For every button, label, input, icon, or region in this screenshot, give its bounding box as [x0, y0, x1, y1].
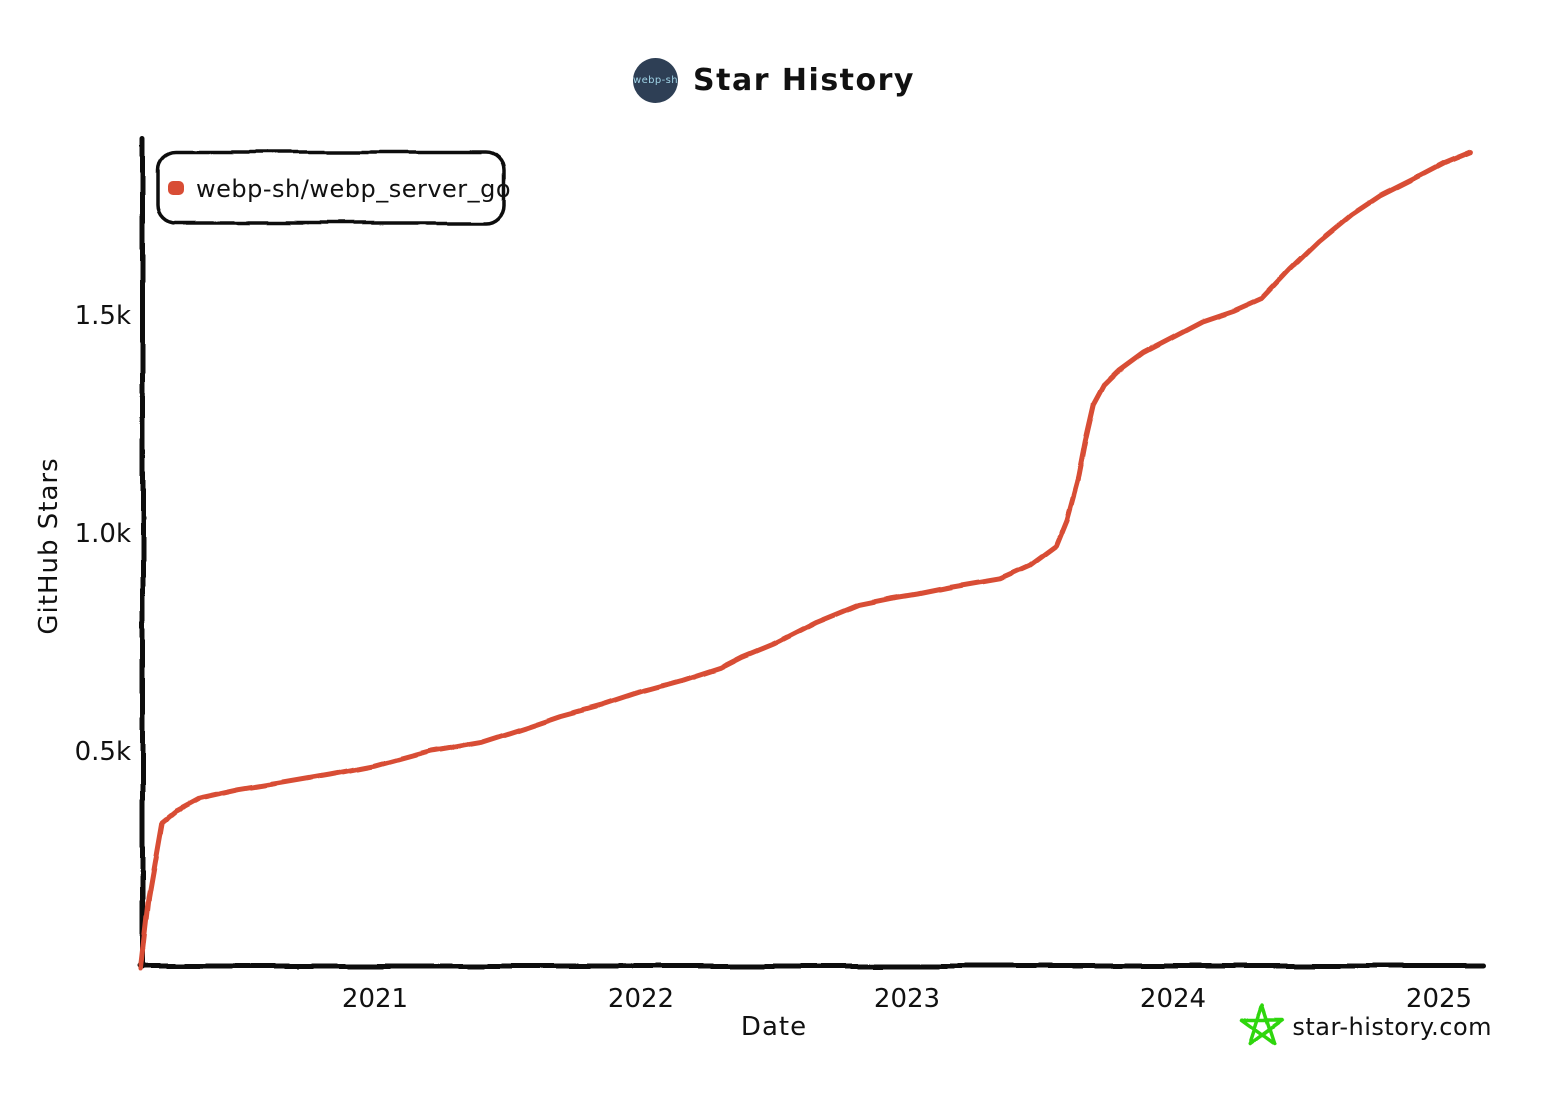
y-axis-ticks: 0.5k 1.0k 1.5k [75, 301, 131, 767]
legend-label: webp-sh/webp_server_go [196, 175, 511, 203]
webp-sh-avatar: webp-sh [633, 58, 678, 103]
x-axis-title: Date [741, 1012, 807, 1042]
x-tick-2021: 2021 [342, 984, 408, 1014]
legend-marker [168, 181, 184, 195]
watermark-label: star-history.com [1292, 1013, 1492, 1041]
x-tick-2022: 2022 [608, 984, 674, 1014]
legend-border [156, 150, 506, 225]
chart-header: webp-sh Star History [0, 58, 1548, 103]
webp-sh-avatar-text: webp-sh [633, 75, 678, 86]
x-tick-2023: 2023 [874, 984, 940, 1014]
y-tick-1.5k: 1.5k [75, 301, 131, 331]
x-tick-2024: 2024 [1140, 984, 1206, 1014]
x-axis-ticks: 2021 2022 2023 2024 2025 [342, 984, 1472, 1014]
page-title: Star History [693, 63, 915, 98]
star-icon [1240, 1003, 1284, 1045]
y-axis-title: GitHub Stars [34, 457, 64, 634]
legend: webp-sh/webp_server_go [156, 150, 511, 225]
watermark-link[interactable]: star-history.com [1240, 1003, 1492, 1045]
y-tick-0.5k: 0.5k [75, 737, 131, 767]
y-tick-1.0k: 1.0k [75, 519, 131, 549]
x-tick-2025: 2025 [1406, 984, 1472, 1014]
series-line-webp-server-go [138, 149, 1474, 972]
